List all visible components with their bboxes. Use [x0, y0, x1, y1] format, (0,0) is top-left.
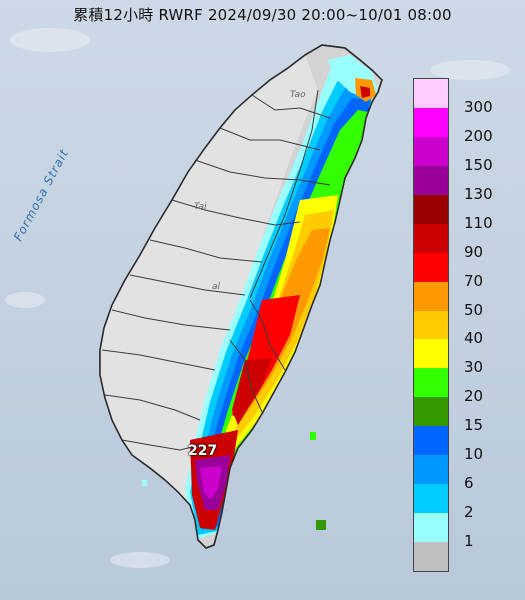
legend-label: 90 [464, 242, 484, 261]
legend-swatch [414, 455, 448, 485]
offshore-patch [142, 480, 147, 486]
map-title: 累積12小時 RWRF 2024/09/30 20:00~10/01 08:00 [73, 6, 452, 24]
cloud-patches [5, 28, 510, 568]
legend-label: 70 [464, 271, 484, 290]
legend-label: 10 [464, 445, 484, 464]
place-label-north: Tao [290, 90, 306, 100]
place-label-mid: al [212, 282, 221, 292]
western-plain [100, 55, 318, 505]
legend-swatch [414, 484, 448, 514]
legend-swatch [414, 136, 448, 167]
legend-swatch [414, 223, 448, 254]
legend-label: 130 [464, 184, 493, 203]
county-boundaries [101, 89, 331, 451]
legend-label: 300 [464, 97, 493, 116]
legend-swatch [414, 165, 448, 196]
legend-swatch [414, 513, 448, 543]
legend-swatch [414, 107, 448, 138]
legend-label: 2 [464, 503, 474, 522]
legend-swatch [414, 194, 448, 225]
legend-label: 6 [464, 474, 474, 493]
legend-label: 1 [464, 532, 474, 551]
legend-swatch [414, 339, 448, 369]
legend-swatch [414, 397, 448, 427]
legend-swatch [414, 252, 448, 283]
legend-swatch [414, 368, 448, 398]
rainfall-overlay [185, 55, 378, 540]
legend-swatch [414, 79, 448, 109]
offshore-patch [310, 432, 316, 440]
legend-label: 20 [464, 387, 484, 406]
legend-label: 40 [464, 329, 484, 348]
legend-label: 30 [464, 358, 484, 377]
legend-label: 200 [464, 126, 493, 145]
legend-colorbar [413, 78, 449, 572]
legend-label: 15 [464, 416, 484, 435]
legend-swatch [414, 310, 448, 340]
legend-swatch [414, 542, 448, 572]
legend-label: 150 [464, 155, 493, 174]
legend-label: 50 [464, 300, 484, 319]
legend-swatch [414, 426, 448, 456]
offshore-patch [316, 520, 326, 530]
peak-value-label: 227 [188, 443, 218, 459]
legend-label: 110 [464, 213, 493, 232]
island-outline [99, 44, 383, 549]
place-label-central: Tai [194, 202, 207, 212]
legend-swatch [414, 281, 448, 312]
